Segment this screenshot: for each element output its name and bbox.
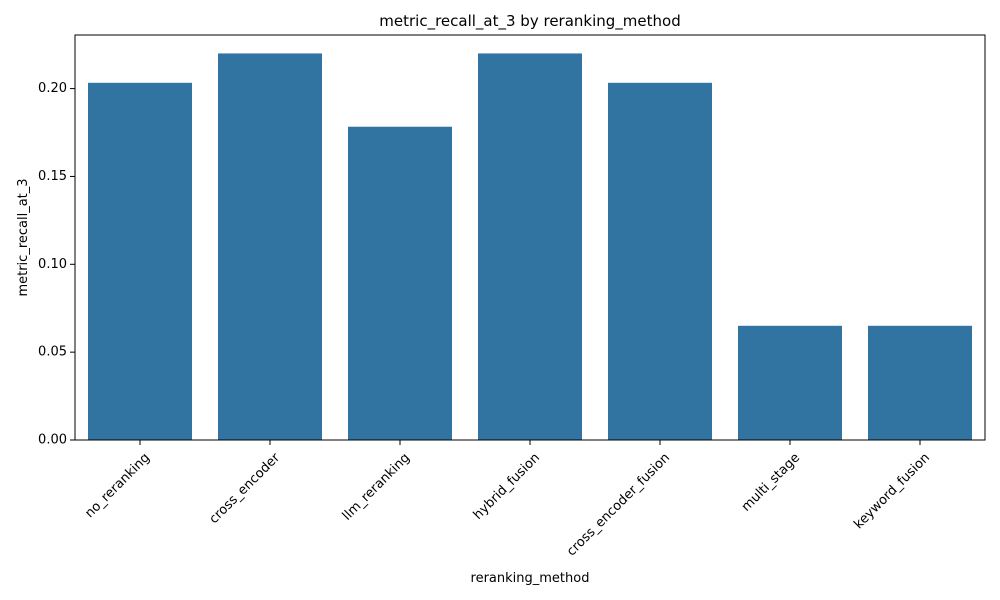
y-tick-label: 0.10 <box>38 257 67 272</box>
bar-no_reranking <box>88 82 192 441</box>
x-tick-label: cross_encoder <box>207 450 284 527</box>
x-tick-label: keyword_fusion <box>851 450 933 532</box>
bar-keyword_fusion <box>868 325 972 440</box>
bars-group <box>88 53 972 441</box>
y-axis-title: metric_recall_at_3 <box>16 178 31 296</box>
bar-cross_encoder_fusion <box>608 82 712 441</box>
y-axis-ticks: 0.00 0.05 0.10 0.15 0.20 <box>38 81 75 448</box>
x-tick-label: cross_encoder_fusion <box>564 450 673 559</box>
x-tick-label: no_reranking <box>82 450 153 521</box>
chart-title: metric_recall_at_3 by reranking_method <box>379 12 680 31</box>
bar-hybrid_fusion <box>478 53 582 440</box>
plot-frame <box>74 34 986 441</box>
bar-llm_reranking <box>348 126 452 440</box>
x-axis-title: reranking_method <box>471 571 590 586</box>
y-tick-label: 0.00 <box>38 433 67 448</box>
y-tick-label: 0.15 <box>38 169 67 184</box>
bar-multi_stage <box>738 325 842 440</box>
bar-cross_encoder <box>218 53 322 440</box>
y-tick-label: 0.05 <box>38 345 67 360</box>
x-tick-label: multi_stage <box>739 450 803 514</box>
x-axis-ticks: no_reranking cross_encoder llm_reranking hy… <box>82 440 933 559</box>
x-tick-label: llm_reranking <box>340 450 413 523</box>
x-tick-label: hybrid_fusion <box>471 450 543 522</box>
y-tick-label: 0.20 <box>38 81 67 96</box>
